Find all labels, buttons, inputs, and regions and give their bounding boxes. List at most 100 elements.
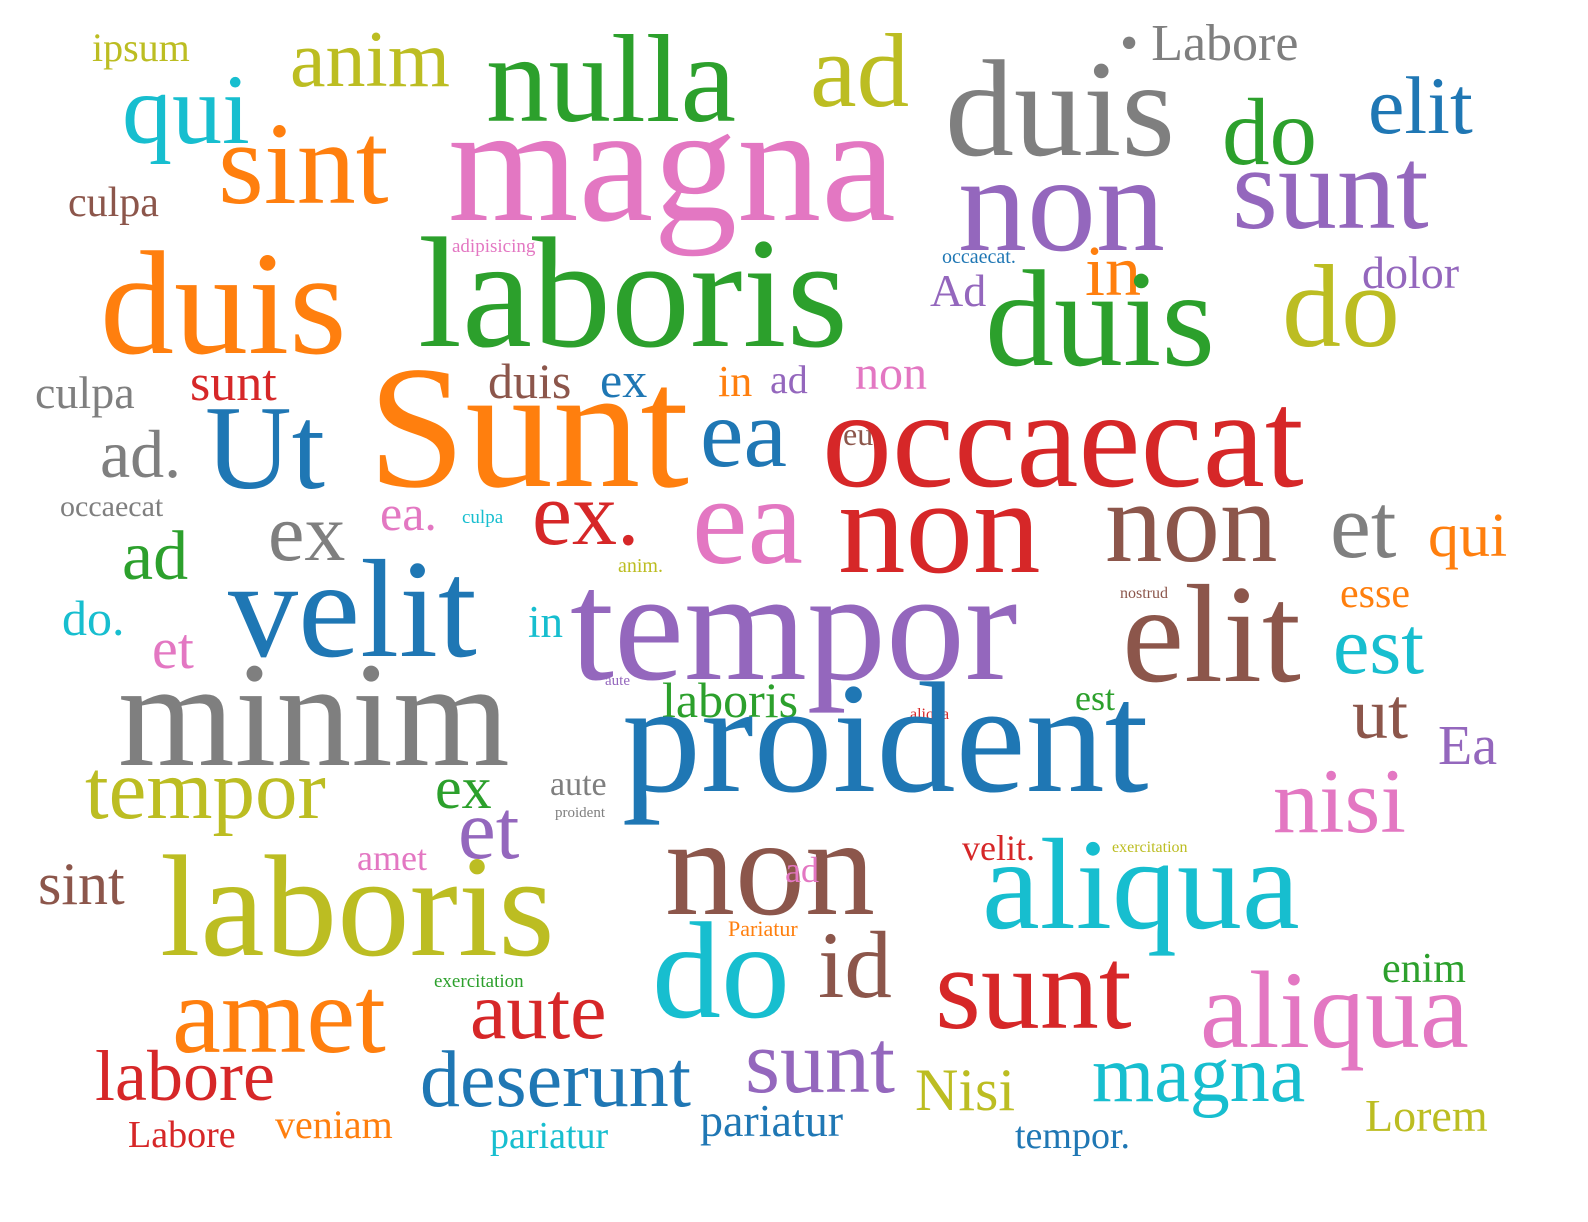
word-duis: duis bbox=[488, 353, 572, 409]
word-ex: ex bbox=[435, 755, 492, 821]
word-elit: elit bbox=[1122, 557, 1301, 712]
word-culpa: culpa bbox=[68, 180, 159, 226]
word-nisi: Nisi bbox=[915, 1057, 1016, 1123]
word-ex: ex bbox=[268, 487, 346, 578]
word-nulla: nulla bbox=[486, 11, 736, 149]
word-ex: ex bbox=[600, 352, 648, 408]
word-id: id bbox=[818, 912, 892, 1018]
word-pariatur: pariatur bbox=[490, 1115, 609, 1157]
word-sunt: sunt bbox=[745, 1013, 896, 1112]
word-ea: ea bbox=[700, 380, 787, 488]
word-et: et bbox=[152, 616, 194, 681]
word-duis: duis bbox=[100, 222, 347, 386]
word-amet: amet bbox=[357, 838, 427, 878]
word-non: non bbox=[665, 790, 875, 945]
word-qui: qui bbox=[122, 54, 250, 165]
word-in: in bbox=[528, 597, 564, 647]
word-aute: aute bbox=[550, 766, 607, 803]
word-aliqua: aliqua bbox=[1200, 949, 1469, 1071]
word-velit: velit bbox=[228, 532, 477, 687]
word-occaecat: occaecat. bbox=[942, 246, 1016, 268]
word-eu: eu bbox=[843, 416, 874, 452]
word-proident: proident bbox=[622, 651, 1149, 826]
word-exercitation: exercitation bbox=[1112, 839, 1188, 856]
word-veniam: veniam bbox=[275, 1102, 393, 1147]
word-magna: magna bbox=[448, 71, 896, 257]
word-pariatur: Pariatur bbox=[728, 916, 798, 941]
word-sunt: sunt bbox=[1232, 123, 1429, 254]
word-ea: Ea bbox=[1438, 715, 1498, 777]
word-duis: duis bbox=[985, 242, 1216, 395]
word-velit: velit. bbox=[962, 828, 1035, 868]
word-sunt: sunt bbox=[935, 923, 1132, 1054]
word-ea: ea bbox=[692, 453, 803, 591]
word-proident: proident bbox=[555, 805, 605, 821]
word-ad: ad bbox=[122, 518, 189, 595]
word-in: in bbox=[718, 357, 753, 406]
word-magna: magna bbox=[1092, 1031, 1306, 1119]
word-sint: sint bbox=[38, 851, 125, 917]
word-ea: ea. bbox=[380, 485, 437, 541]
word-sunt: Sunt bbox=[368, 330, 689, 524]
word-sint: sint bbox=[218, 98, 389, 229]
word-ad: ad bbox=[770, 357, 808, 402]
word-anim: anim bbox=[290, 16, 450, 104]
word-occaecat: occaecat bbox=[60, 490, 164, 523]
word-non: non bbox=[1105, 459, 1278, 586]
word-qui: qui bbox=[1428, 502, 1508, 570]
word-do: do. bbox=[62, 590, 125, 646]
word-tempor: tempor bbox=[570, 539, 1018, 714]
word-anim: anim. bbox=[618, 555, 663, 577]
word-ipsum: ipsum bbox=[92, 25, 190, 70]
word-do: do bbox=[1282, 241, 1400, 372]
word-ex: ex. bbox=[532, 465, 640, 564]
word-tempor: tempor bbox=[85, 743, 326, 837]
word-enim: enim bbox=[1382, 946, 1466, 992]
word-esse: esse bbox=[1340, 571, 1410, 617]
word-labore: labore bbox=[95, 1036, 275, 1116]
word-culpa: culpa bbox=[35, 367, 135, 418]
word-labore: Labore bbox=[128, 1114, 236, 1156]
word-aute: aute bbox=[470, 965, 607, 1056]
word-laboris: laboris bbox=[662, 672, 799, 728]
word-ut: Ut bbox=[205, 381, 325, 514]
word-nisi: nisi bbox=[1273, 750, 1406, 852]
word-dolor: dolor bbox=[1362, 247, 1460, 298]
word-ad: ad bbox=[785, 850, 819, 890]
word-aliqua: aliqua bbox=[982, 813, 1300, 957]
word-nostrud: nostrud bbox=[1120, 585, 1168, 602]
word-occaecat: occaecat bbox=[822, 362, 1304, 517]
word-est: est bbox=[1075, 678, 1115, 718]
word-ad: ad. bbox=[100, 416, 182, 492]
word-ad: Ad bbox=[930, 265, 987, 316]
word-culpa: culpa bbox=[462, 507, 504, 528]
word-ut: ut bbox=[1352, 674, 1409, 754]
word-ad: ad bbox=[810, 12, 910, 129]
word-exercitation: exercitation bbox=[434, 971, 524, 992]
word-in: in bbox=[1085, 231, 1142, 311]
word-laboris: laboris bbox=[418, 206, 849, 381]
word-non: non bbox=[838, 453, 1041, 602]
word-non: non bbox=[855, 347, 927, 400]
word-duis: duis bbox=[945, 32, 1176, 185]
word-aute: aute bbox=[605, 673, 630, 689]
word-et: et bbox=[458, 783, 520, 877]
word-laboris: laboris bbox=[160, 827, 555, 987]
word-do: do bbox=[652, 894, 790, 1047]
word-deserunt: deserunt bbox=[420, 1036, 692, 1124]
word-amet: amet bbox=[172, 954, 386, 1076]
word-adipisicing: adipisicing bbox=[452, 236, 536, 257]
word-sunt: sunt bbox=[190, 355, 277, 412]
word-est: est bbox=[1333, 600, 1425, 691]
word-minim: minim bbox=[118, 632, 510, 798]
word-tempor: tempor. bbox=[1015, 1115, 1131, 1157]
word-lorem: Lorem bbox=[1365, 1090, 1488, 1141]
word-do: do bbox=[1222, 79, 1317, 185]
word-pariatur: pariatur bbox=[700, 1095, 844, 1146]
word-non: non bbox=[958, 127, 1165, 280]
word-et: et bbox=[1330, 475, 1397, 577]
word-aliqua: aliqua bbox=[910, 706, 950, 723]
word-labore: • Labore bbox=[1120, 15, 1299, 72]
word-elit: elit bbox=[1368, 60, 1473, 151]
